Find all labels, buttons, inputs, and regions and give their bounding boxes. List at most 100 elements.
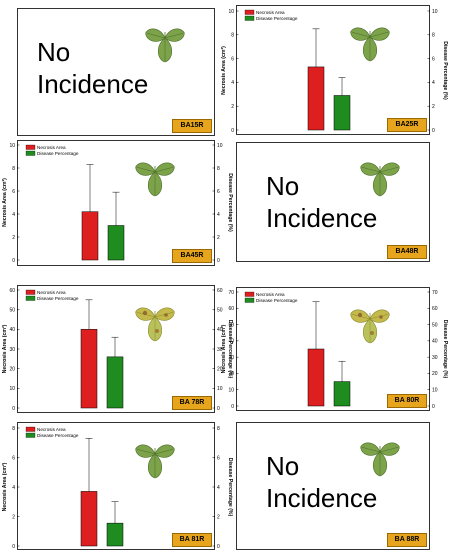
necrosis-bar [307, 348, 325, 407]
legend-disease-swatch [25, 150, 36, 156]
legend-disease-label: Disease Percentage [37, 296, 79, 301]
panel-frame [17, 140, 215, 266]
sample-badge: BA 78R [172, 396, 212, 410]
right-tick-label: 0 [217, 258, 220, 264]
left-tick-label: 10 [9, 386, 15, 392]
right-axis-title: Disease Percentage (%) [227, 173, 233, 232]
right-tick-label: 8 [217, 166, 220, 172]
legend-necrosis-swatch [244, 291, 255, 297]
left-axis-title: Necrosis Area (cm²) [221, 324, 227, 373]
left-tick-label: 30 [228, 355, 234, 361]
legend-disease-label: Disease Percentage [37, 433, 79, 438]
no-incidence-text: No Incidence [37, 37, 149, 99]
right-tick-label: 0 [432, 404, 435, 410]
legend-disease-label: Disease Percentage [256, 298, 298, 303]
panel-ba25r: 0 2 4 6 8 10 0 2 4 6 8 10 Necrosis Area (cm²) Disease… [221, 5, 448, 135]
left-tick-label: 0 [231, 404, 234, 410]
right-tick-label: 30 [217, 347, 223, 353]
legend-necrosis-swatch [25, 289, 36, 295]
chart-ba81r: 0 2 4 6 8 0 2 4 6 8 Necrosis Area (cm²) Disease Per… [2, 422, 233, 550]
panel-ba88r: No Incidence BA 88R [236, 422, 430, 550]
left-tick-label: 0 [12, 258, 15, 264]
legend-disease-swatch [244, 297, 255, 303]
left-tick-label: 8 [12, 166, 15, 172]
chart-ba80r: 0 10 20 30 40 50 60 70 0 10 20 30 40 50 60 70 Necrosis A… [221, 287, 448, 411]
left-tick-label: 0 [12, 544, 15, 550]
right-tick-label: 6 [217, 189, 220, 195]
legend-disease-label: Disease Percentage [37, 151, 79, 156]
right-tick-label: 30 [432, 355, 438, 361]
left-tick-label: 50 [228, 322, 234, 328]
right-tick-label: 20 [432, 371, 438, 377]
left-axis-title: Necrosis Area (cm²) [2, 462, 8, 511]
left-tick-label: 2 [12, 235, 15, 241]
legend-disease-swatch [25, 295, 36, 301]
left-tick-label: 20 [9, 366, 15, 372]
right-tick-label: 8 [217, 426, 220, 432]
legend-necrosis-label: Necrosis Area [37, 290, 66, 295]
left-tick-label: 4 [12, 212, 15, 218]
right-tick-label: 70 [432, 290, 438, 296]
no-incidence-text: No Incidence [266, 451, 378, 513]
panel-frame [236, 287, 430, 411]
right-tick-label: 2 [217, 235, 220, 241]
right-axis-title: Disease Percentage (%) [442, 41, 448, 100]
right-tick-label: 2 [432, 104, 435, 110]
sample-badge: BA45R [172, 249, 212, 263]
left-tick-label: 30 [9, 347, 15, 353]
left-axis-title: Necrosis Area (cm²) [2, 178, 8, 227]
right-tick-label: 4 [432, 80, 435, 86]
left-tick-label: 0 [12, 406, 15, 412]
right-tick-label: 2 [217, 514, 220, 520]
chart-ba25r: 0 2 4 6 8 10 0 2 4 6 8 10 Necrosis Area (cm²) Disease… [221, 5, 448, 135]
legend-necrosis-label: Necrosis Area [37, 427, 66, 432]
disease-bar [106, 356, 124, 409]
leaf-image [135, 162, 175, 197]
chart-ba45r: 0 2 4 6 8 10 0 2 4 6 8 10 Necrosis Area (cm²) Disease… [2, 140, 233, 266]
legend-necrosis-swatch [244, 9, 255, 15]
left-tick-label: 0 [231, 128, 234, 134]
right-tick-label: 6 [432, 56, 435, 62]
left-tick-label: 2 [231, 104, 234, 110]
legend-necrosis-swatch [25, 426, 36, 432]
legend-disease-swatch [244, 15, 255, 21]
necrosis-bar [80, 329, 98, 409]
panel-frame [236, 5, 430, 135]
sample-badge: BA 88R [387, 533, 427, 547]
right-tick-label: 50 [217, 307, 223, 313]
left-tick-label: 4 [231, 80, 234, 86]
left-tick-label: 20 [228, 371, 234, 377]
panel-ba45r: 0 2 4 6 8 10 0 2 4 6 8 10 Necrosis Area (cm²) Disease… [2, 140, 233, 266]
right-tick-label: 10 [432, 388, 438, 394]
left-tick-label: 6 [231, 56, 234, 62]
left-tick-label: 2 [12, 514, 15, 520]
leaf-image [360, 442, 400, 477]
panel-ba15r: No Incidence BA15R [17, 8, 215, 136]
right-tick-label: 0 [217, 406, 220, 412]
right-tick-label: 8 [432, 33, 435, 39]
right-tick-label: 60 [432, 306, 438, 312]
right-tick-label: 10 [217, 386, 223, 392]
panel-ba81r: 0 2 4 6 8 0 2 4 6 8 Necrosis Area (cm²) Disease Per… [2, 422, 233, 550]
chart-ba15r [17, 8, 215, 136]
leaf-image [135, 444, 175, 479]
left-tick-label: 10 [228, 9, 234, 15]
panel-ba78r: 0 10 20 30 40 50 60 0 10 20 30 40 50 60 Necrosis Area … [2, 285, 233, 413]
left-tick-label: 60 [9, 288, 15, 294]
left-tick-label: 4 [12, 485, 15, 491]
leaf-image [145, 28, 185, 63]
left-tick-label: 50 [9, 307, 15, 313]
left-tick-label: 10 [9, 143, 15, 149]
sample-badge: BA48R [387, 245, 427, 259]
right-axis-title: Disease Percentage (%) [227, 320, 233, 379]
necrosis-bar [81, 211, 99, 261]
left-axis-title: Necrosis Area (cm²) [2, 324, 8, 373]
right-tick-label: 4 [217, 485, 220, 491]
right-tick-label: 6 [217, 455, 220, 461]
legend-necrosis-label: Necrosis Area [256, 10, 285, 15]
leaf-image [350, 309, 390, 344]
legend-necrosis-label: Necrosis Area [37, 145, 66, 150]
